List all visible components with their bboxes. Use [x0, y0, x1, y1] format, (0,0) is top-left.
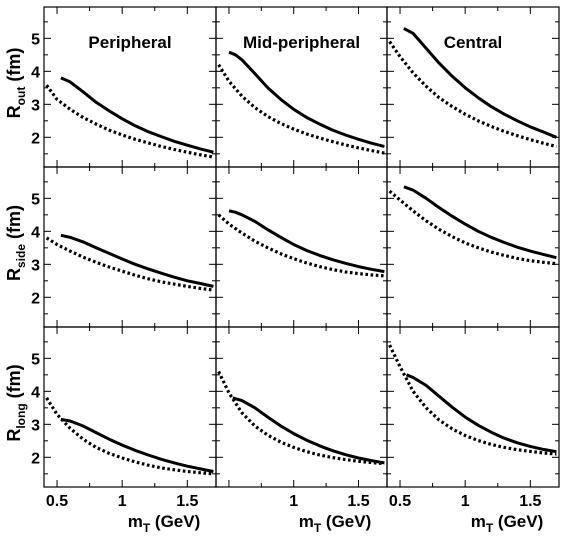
panel-frame: [43, 166, 217, 328]
y-tick-label: 4: [31, 64, 40, 81]
panel-out-central: [386, 6, 560, 168]
x-axis-label: mT (GeV): [299, 512, 372, 535]
x-axis-label-unit: (GeV): [321, 512, 371, 531]
dotted-curve: [217, 213, 385, 278]
y-tick-label: 3: [31, 97, 40, 114]
solid-curve: [60, 417, 214, 473]
y-tick-label: 3: [31, 417, 40, 434]
solid-curve: [228, 209, 385, 274]
solid-curve: [403, 185, 557, 260]
x-tick-label: 1: [118, 493, 127, 510]
solid-curve: [232, 396, 385, 465]
y-tick-label: 5: [31, 191, 40, 208]
x-axis-label-unit: (GeV): [150, 512, 200, 531]
solid-curve: [403, 27, 557, 139]
panel-long-mid-peripheral: 1 1.5: [215, 326, 388, 510]
x-axis-label-sub: T: [143, 521, 151, 535]
y-axis-label-side: Rside (fm): [4, 205, 28, 281]
panel-frame: [43, 326, 217, 488]
x-axis-label-main: m: [471, 512, 486, 531]
y-axis-label-long-unit: (fm): [4, 364, 24, 403]
y-axis-label-long-main: R: [4, 429, 24, 442]
panel-long-central: 0.5 1 1.5: [386, 326, 560, 510]
y-axis-label-long-text: Rlong (fm): [4, 364, 28, 441]
panel-out-peripheral: 2 3 4 5: [31, 6, 217, 168]
y-tick-label: 3: [31, 257, 40, 274]
x-tick-label: 0.5: [46, 493, 68, 510]
y-tick-label: 2: [31, 290, 40, 307]
dotted-curve: [217, 63, 385, 155]
dotted-curve: [388, 344, 557, 456]
y-tick-label: 4: [31, 224, 40, 241]
y-tick-label: 5: [31, 351, 40, 368]
x-tick-label: 1.5: [176, 493, 198, 510]
y-axis-label-side-sub: side: [14, 244, 28, 268]
x-tick-label: 1: [289, 493, 298, 510]
solid-curve: [60, 233, 214, 288]
y-axis-label-out: Rout (fm): [4, 48, 28, 119]
panel-long-peripheral: 2 3 4 5 0.5 1 1.5: [31, 326, 217, 510]
y-tick-label: 5: [31, 31, 40, 48]
y-axis-label-long-sub: long: [14, 403, 28, 428]
x-tick-label: 1.5: [519, 493, 541, 510]
x-axis-label-text: mT (GeV): [128, 512, 201, 535]
panel-out-mid-peripheral: [215, 6, 388, 168]
y-axis-label-long: Rlong (fm): [4, 364, 28, 441]
panel-frame: [386, 6, 560, 168]
y-tick-label: 2: [31, 450, 40, 467]
dotted-curve: [45, 84, 214, 159]
panel-frame: [43, 6, 217, 168]
panel-side-peripheral: 2 3 4 5: [31, 166, 217, 328]
y-axis-label-out-sub: out: [14, 87, 28, 106]
x-axis-label-text: mT (GeV): [299, 512, 372, 535]
x-axis-label-main: m: [299, 512, 314, 531]
solid-curve: [60, 76, 214, 154]
x-tick-label: 1: [461, 493, 470, 510]
x-axis-label: mT (GeV): [471, 512, 544, 535]
x-axis-label-unit: (GeV): [493, 512, 543, 531]
x-axis-label-main: m: [128, 512, 143, 531]
solid-curve: [228, 50, 385, 148]
dotted-curve: [45, 397, 214, 476]
solid-curve: [405, 373, 557, 454]
y-axis-label-out-unit: (fm): [4, 48, 24, 87]
panel-side-mid-peripheral: [215, 166, 388, 328]
column-title-peripheral: Peripheral: [88, 33, 171, 52]
y-axis-label-out-main: R: [4, 105, 24, 118]
panel-side-central: [386, 166, 560, 328]
x-axis-label-sub: T: [314, 521, 322, 535]
y-axis-label-side-text: Rside (fm): [4, 205, 28, 281]
y-tick-label: 2: [31, 130, 40, 147]
x-axis-label-text: mT (GeV): [471, 512, 544, 535]
dotted-curve: [217, 370, 385, 466]
column-title-mid-peripheral: Mid-peripheral: [243, 33, 360, 52]
y-axis-label-out-text: Rout (fm): [4, 48, 28, 119]
x-tick-label: 0.5: [389, 493, 411, 510]
x-axis-label-sub: T: [486, 521, 494, 535]
x-tick-label: 1.5: [347, 493, 369, 510]
panel-frame: [386, 326, 560, 488]
panel-frame: [215, 6, 388, 168]
dotted-curve: [45, 236, 214, 292]
column-title-central: Central: [444, 33, 503, 52]
y-tick-label: 4: [31, 384, 40, 401]
y-axis-label-side-main: R: [4, 268, 24, 281]
x-axis-label: mT (GeV): [128, 512, 201, 535]
y-axis-label-side-unit: (fm): [4, 205, 24, 244]
panel-frame: [215, 326, 388, 488]
dotted-curve: [388, 189, 557, 266]
dotted-curve: [388, 40, 557, 149]
